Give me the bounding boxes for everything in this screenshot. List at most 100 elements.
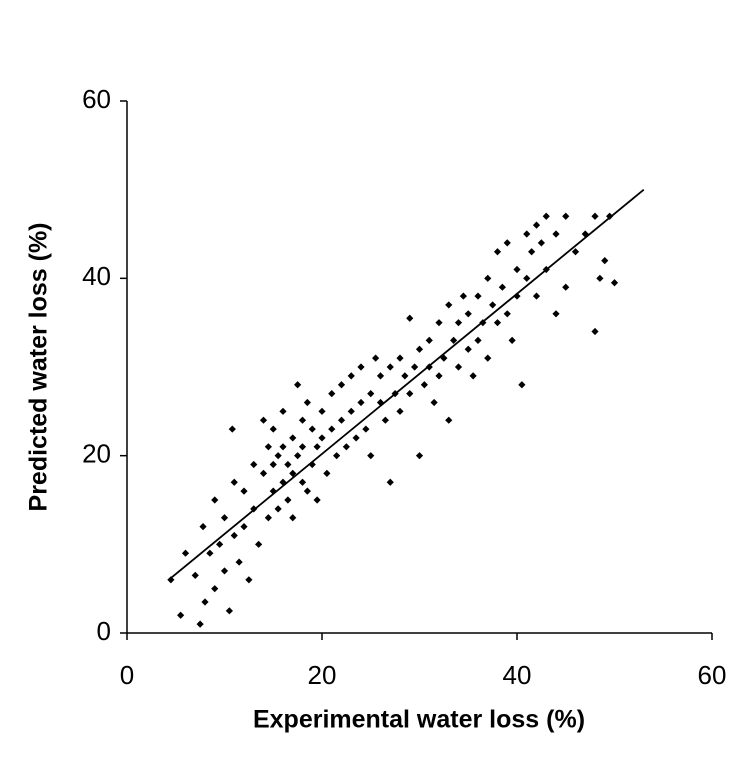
scatter-point [435, 372, 443, 380]
scatter-point [347, 407, 355, 415]
scatter-point [250, 460, 258, 469]
scatter-point [220, 567, 229, 575]
scatter-point [298, 443, 307, 451]
scatter-point [357, 398, 365, 407]
scatter-point [337, 416, 346, 424]
scatter-point [411, 363, 419, 371]
scatter-point [279, 407, 287, 415]
scatter-point [552, 310, 560, 318]
scatter-point [493, 248, 502, 256]
scatter-point [323, 469, 331, 477]
scatter-point [220, 514, 229, 522]
scatter-point [367, 452, 375, 460]
scatter-point [206, 549, 214, 557]
scatter-point [445, 416, 453, 424]
scatter-point [289, 434, 297, 442]
scatter-point [610, 279, 619, 287]
scatter-point [450, 336, 458, 344]
scatter-point [523, 230, 531, 238]
scatter-point [542, 212, 550, 220]
scatter-point [264, 443, 272, 451]
scatter-point [454, 319, 463, 327]
scatter-point [181, 549, 190, 557]
scatter-point [381, 416, 389, 424]
x-tick-label: 60 [698, 660, 727, 690]
scatter-point [532, 292, 541, 300]
scatter-point [484, 354, 492, 362]
scatter-point [362, 425, 370, 433]
x-tick-label: 20 [308, 660, 337, 690]
scatter-point [259, 469, 268, 477]
scatter-point [445, 301, 453, 309]
scatter-point [269, 425, 277, 433]
y-tick-label: 20 [82, 439, 111, 469]
scatter-point [201, 598, 209, 606]
scatter-point [228, 425, 236, 433]
scatter-point [328, 425, 336, 433]
scatter-point [199, 523, 207, 531]
scatter-point [303, 487, 311, 495]
scatter-point [376, 372, 385, 380]
scatter-point [523, 274, 531, 282]
scatter-point [508, 336, 516, 344]
scatter-point [318, 407, 326, 415]
scatter-point [562, 212, 570, 220]
scatter-point [386, 363, 394, 371]
scatter-point [372, 354, 380, 362]
scatter-point [493, 319, 502, 327]
scatter-point [562, 283, 570, 291]
scatter-point [396, 407, 404, 415]
scatter-point [425, 336, 433, 344]
scatter-point [464, 345, 472, 353]
scatter-point [513, 292, 521, 300]
scatter-point [435, 319, 443, 327]
scatter-point [240, 487, 248, 495]
y-tick-label: 60 [82, 84, 111, 114]
scatter-point [406, 314, 414, 322]
scatter-point [415, 452, 424, 460]
scatter-point [240, 523, 248, 531]
scatter-point [274, 505, 282, 513]
scatter-point [513, 265, 521, 274]
scatter-point [596, 274, 604, 282]
scatter-point [342, 443, 350, 451]
fit-line [170, 188, 645, 579]
scatter-point [406, 390, 414, 398]
scatter-point [415, 345, 424, 353]
x-tick-label: 0 [120, 660, 134, 690]
scatter-point [337, 381, 346, 389]
scatter-point [211, 496, 219, 504]
scatter-point [313, 496, 321, 504]
scatter-point [264, 514, 272, 522]
scatter-point [347, 372, 355, 380]
scatter-point [318, 434, 326, 442]
scatter-point [289, 514, 297, 522]
scatter-point [216, 540, 224, 548]
scatter-point [279, 443, 287, 451]
scatter-point [430, 398, 438, 407]
scatter-point [503, 310, 511, 318]
scatter-point [333, 452, 341, 460]
scatter-point [474, 336, 482, 344]
scatter-point [352, 434, 360, 442]
scatter-point [484, 274, 492, 282]
scatter-point [230, 478, 238, 486]
scatter-point [294, 381, 302, 389]
scatter-point [298, 416, 307, 424]
scatter-point [503, 239, 511, 247]
scatter-point [591, 212, 599, 220]
scatter-point [284, 496, 292, 504]
x-tick-label: 40 [503, 660, 532, 690]
scatter-point [269, 460, 277, 469]
y-tick-label: 40 [82, 261, 111, 291]
scatter-point [571, 248, 580, 256]
scatter-point [294, 452, 302, 460]
scatter-point [284, 460, 292, 469]
scatter-point [474, 292, 482, 300]
scatter-point [591, 327, 599, 336]
scatter-point [191, 571, 199, 579]
scatter-point [255, 540, 263, 548]
scatter-point [196, 620, 204, 628]
scatter-point [245, 576, 253, 584]
